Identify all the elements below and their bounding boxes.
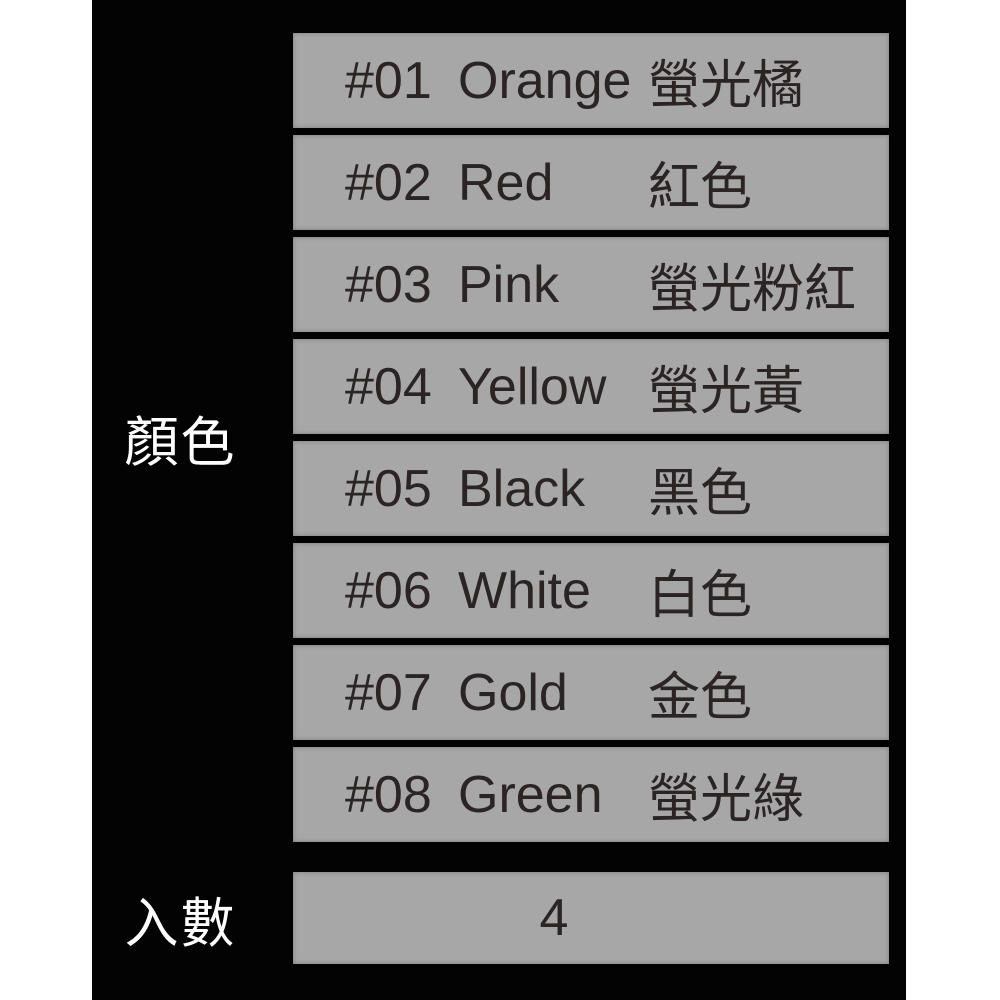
- option-name-zh: 螢光黃: [648, 363, 805, 421]
- color-option-row-06: #06 White 白色: [293, 543, 889, 638]
- option-name-en: Gold: [458, 663, 568, 722]
- option-name-en: Green: [458, 765, 603, 824]
- option-name-en: Red: [458, 153, 554, 212]
- option-id: #06: [345, 561, 432, 620]
- option-name-en: Yellow: [458, 357, 607, 416]
- option-name-zh: 螢光綠: [648, 771, 805, 829]
- option-id: #04: [345, 357, 432, 416]
- option-name-en: White: [458, 561, 591, 620]
- color-option-row-02: #02 Red 紅色: [293, 135, 889, 230]
- color-option-row-03: #03 Pink 螢光粉紅: [293, 237, 889, 332]
- option-name-zh: 紅色: [648, 159, 753, 217]
- option-id: #02: [345, 153, 432, 212]
- option-name-zh: 白色: [648, 567, 753, 625]
- color-option-list: #01 Orange 螢光橘 #02 Red 紅色 #03 Pink 螢光粉紅 …: [293, 33, 889, 842]
- option-id: #05: [345, 459, 432, 518]
- color-section-label: 顏色: [124, 413, 237, 473]
- option-id: #03: [345, 255, 432, 314]
- option-id: #01: [345, 51, 432, 110]
- spec-table-panel: 顏色 入數 #01 Orange 螢光橘 #02 Red 紅色 #03 Pink…: [92, 0, 906, 1000]
- quantity-value: 4: [539, 889, 569, 947]
- quantity-value-box: 4: [293, 872, 889, 964]
- color-option-row-05: #05 Black 黑色: [293, 441, 889, 536]
- option-name-en: Orange: [458, 51, 632, 110]
- color-option-row-07: #07 Gold 金色: [293, 645, 889, 740]
- option-name-en: Black: [458, 459, 586, 518]
- option-id: #07: [345, 663, 432, 722]
- color-option-row-04: #04 Yellow 螢光黃: [293, 339, 889, 434]
- option-name-zh: 螢光粉紅: [648, 261, 857, 319]
- option-name-zh: 金色: [648, 669, 753, 727]
- option-id: #08: [345, 765, 432, 824]
- option-name-zh: 黑色: [648, 465, 753, 523]
- color-option-row-08: #08 Green 螢光綠: [293, 747, 889, 842]
- option-name-zh: 螢光橘: [648, 57, 805, 115]
- quantity-section-label: 入數: [124, 893, 237, 954]
- label-strip: 顏色 入數: [92, 0, 293, 1000]
- option-name-en: Pink: [458, 255, 560, 314]
- color-option-row-01: #01 Orange 螢光橘: [293, 33, 889, 128]
